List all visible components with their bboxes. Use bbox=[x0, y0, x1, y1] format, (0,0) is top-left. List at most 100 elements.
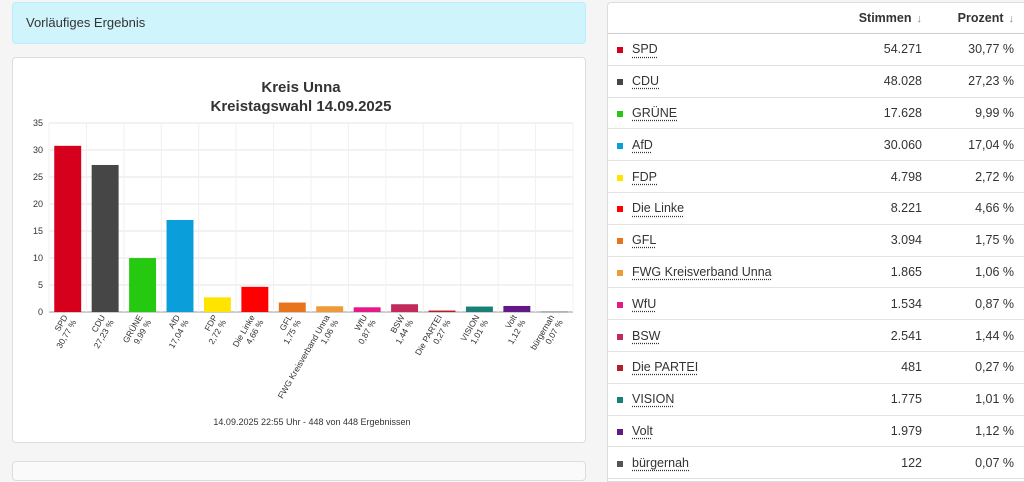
header-party bbox=[632, 3, 812, 34]
party-link[interactable]: BSW bbox=[632, 328, 661, 343]
y-tick-label: 10 bbox=[33, 253, 43, 263]
party-link[interactable]: CDU bbox=[632, 74, 660, 89]
bar-spd[interactable] bbox=[54, 145, 82, 312]
party-color-swatch bbox=[617, 142, 623, 149]
header-votes[interactable]: Stimmen ↓ bbox=[812, 3, 932, 34]
y-tick-label: 20 bbox=[33, 199, 43, 209]
party-link[interactable]: FDP bbox=[632, 169, 657, 184]
party-link[interactable]: AfD bbox=[632, 137, 653, 152]
votes-cell: 30.060 bbox=[812, 128, 932, 162]
y-tick-label: 15 bbox=[33, 226, 43, 236]
bar-afd[interactable] bbox=[166, 219, 194, 312]
party-name-cell: GFL bbox=[632, 224, 812, 257]
party-name-cell: CDU bbox=[632, 65, 812, 98]
bar-cdu[interactable] bbox=[91, 164, 119, 312]
y-tick-label: 5 bbox=[38, 280, 43, 290]
table-row: Volt 1.979 1,12 % bbox=[608, 415, 1024, 448]
party-link[interactable]: FWG Kreisverband Unna bbox=[632, 264, 772, 279]
party-link[interactable]: Die PARTEI bbox=[632, 360, 699, 375]
party-color-swatch bbox=[617, 110, 623, 117]
percent-cell: 1,75 % bbox=[932, 224, 1024, 257]
party-name-cell: VISION bbox=[632, 383, 812, 416]
party-color-swatch bbox=[617, 365, 623, 372]
y-tick-label: 25 bbox=[33, 172, 43, 182]
notice-text: Vorläufiges Ergebnis bbox=[26, 15, 146, 30]
party-name-cell: FDP bbox=[632, 160, 812, 193]
party-link[interactable]: Volt bbox=[632, 423, 653, 438]
percent-cell: 1,12 % bbox=[932, 415, 1024, 448]
votes-cell: 48.028 bbox=[812, 65, 932, 98]
table-row: CDU 48.028 27,23 % bbox=[608, 65, 1024, 98]
bar-wfu[interactable] bbox=[353, 307, 381, 312]
bar-gr-ne[interactable] bbox=[129, 258, 157, 312]
votes-cell: 1.979 bbox=[812, 415, 932, 448]
party-link[interactable]: VISION bbox=[632, 392, 675, 407]
party-color-swatch bbox=[617, 79, 623, 86]
bar-die-partei[interactable] bbox=[428, 310, 456, 312]
percent-cell: 1,44 % bbox=[932, 319, 1024, 352]
bar-fdp[interactable] bbox=[203, 297, 231, 312]
table-row: bürgernah 122 0,07 % bbox=[608, 446, 1024, 480]
party-color-swatch bbox=[617, 269, 623, 276]
party-color-swatch bbox=[617, 206, 623, 213]
table-row: FDP 4.798 2,72 % bbox=[608, 160, 1024, 193]
bar-gfl[interactable] bbox=[278, 302, 306, 312]
y-tick-label: 30 bbox=[33, 145, 43, 155]
party-color-cell bbox=[608, 160, 632, 193]
bar-b-rgernah[interactable] bbox=[540, 311, 568, 313]
percent-cell: 2,72 % bbox=[932, 160, 1024, 193]
percent-cell: 0,07 % bbox=[932, 446, 1024, 480]
table-row: AfD 30.060 17,04 % bbox=[608, 128, 1024, 162]
party-name-cell: bürgernah bbox=[632, 446, 812, 480]
table-row: BSW 2.541 1,44 % bbox=[608, 319, 1024, 352]
sort-arrow-icon: ↓ bbox=[1008, 13, 1015, 25]
table-row: Die Linke 8.221 4,66 % bbox=[608, 192, 1024, 225]
party-color-swatch bbox=[617, 174, 623, 181]
party-color-cell bbox=[608, 446, 632, 480]
chart-title-line1: Kreis Unna bbox=[261, 79, 341, 96]
party-link[interactable]: Die Linke bbox=[632, 201, 685, 216]
party-color-swatch bbox=[617, 460, 623, 467]
party-link[interactable]: GFL bbox=[632, 233, 657, 248]
party-name-cell: GRÜNE bbox=[632, 97, 812, 130]
bar-die-linke[interactable] bbox=[241, 286, 269, 312]
party-color-swatch bbox=[617, 47, 623, 54]
percent-cell: 4,66 % bbox=[932, 192, 1024, 225]
table-header-row: Stimmen ↓ Prozent ↓ bbox=[608, 3, 1024, 34]
header-percent[interactable]: Prozent ↓ bbox=[932, 3, 1024, 34]
party-color-swatch bbox=[617, 397, 623, 404]
party-name-cell: Die PARTEI bbox=[632, 351, 812, 384]
party-link[interactable]: GRÜNE bbox=[632, 105, 678, 120]
party-name-cell: SPD bbox=[632, 33, 812, 66]
percent-cell: 0,87 % bbox=[932, 287, 1024, 321]
table-row: WfU 1.534 0,87 % bbox=[608, 287, 1024, 321]
bar-bsw[interactable] bbox=[391, 304, 419, 312]
votes-cell: 4.798 bbox=[812, 160, 932, 193]
party-link[interactable]: bürgernah bbox=[632, 455, 689, 470]
votes-cell: 2.541 bbox=[812, 319, 932, 352]
table-row: Die PARTEI 481 0,27 % bbox=[608, 351, 1024, 384]
party-color-swatch bbox=[617, 428, 623, 435]
party-color-cell bbox=[608, 351, 632, 384]
bar-fwg-kreisverband-unna[interactable] bbox=[316, 306, 344, 312]
bar-volt[interactable] bbox=[503, 305, 531, 312]
bar-vision[interactable] bbox=[465, 306, 493, 312]
votes-cell: 1.775 bbox=[812, 383, 932, 416]
votes-cell: 122 bbox=[812, 446, 932, 480]
party-link[interactable]: SPD bbox=[632, 42, 658, 57]
preliminary-result-notice: Vorläufiges Ergebnis bbox=[12, 2, 586, 44]
results-table-card: Stimmen ↓ Prozent ↓ SPD 54.271 30,77 % CDU 48.… bbox=[607, 2, 1024, 482]
party-color-cell bbox=[608, 33, 632, 66]
table-row: FWG Kreisverband Unna 1.865 1,06 % bbox=[608, 256, 1024, 289]
party-link[interactable]: WfU bbox=[632, 296, 657, 311]
election-bar-chart: Kreis Unna Kreistagswahl 14.09.2025 0 5 10… bbox=[33, 79, 574, 427]
